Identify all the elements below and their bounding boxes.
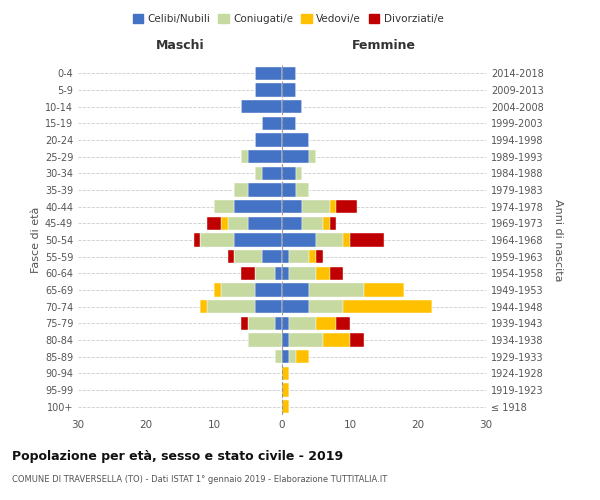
Bar: [289, 316, 316, 330]
Bar: [255, 84, 282, 96]
Bar: [343, 234, 350, 246]
Bar: [316, 316, 337, 330]
Bar: [316, 250, 323, 264]
Bar: [235, 234, 282, 246]
Bar: [296, 166, 302, 180]
Bar: [241, 150, 248, 164]
Bar: [309, 300, 343, 314]
Bar: [282, 250, 289, 264]
Bar: [343, 300, 431, 314]
Bar: [282, 316, 289, 330]
Bar: [282, 334, 289, 346]
Y-axis label: Anni di nascita: Anni di nascita: [553, 198, 563, 281]
Bar: [282, 284, 309, 296]
Bar: [282, 66, 296, 80]
Bar: [337, 316, 350, 330]
Bar: [221, 216, 227, 230]
Bar: [302, 216, 323, 230]
Bar: [275, 266, 282, 280]
Bar: [309, 250, 316, 264]
Bar: [296, 184, 309, 196]
Bar: [241, 266, 255, 280]
Bar: [255, 266, 275, 280]
Bar: [337, 200, 357, 213]
Bar: [289, 350, 296, 364]
Bar: [255, 284, 282, 296]
Bar: [241, 316, 248, 330]
Bar: [329, 200, 337, 213]
Bar: [248, 316, 275, 330]
Bar: [289, 250, 309, 264]
Bar: [282, 184, 296, 196]
Bar: [282, 166, 296, 180]
Text: Popolazione per età, sesso e stato civile - 2019: Popolazione per età, sesso e stato civil…: [12, 450, 343, 463]
Bar: [302, 200, 329, 213]
Bar: [241, 100, 282, 114]
Bar: [275, 316, 282, 330]
Bar: [329, 266, 343, 280]
Bar: [262, 250, 282, 264]
Bar: [282, 300, 309, 314]
Bar: [207, 216, 221, 230]
Text: COMUNE DI TRAVERSELLA (TO) - Dati ISTAT 1° gennaio 2019 - Elaborazione TUTTITALI: COMUNE DI TRAVERSELLA (TO) - Dati ISTAT …: [12, 475, 387, 484]
Bar: [262, 166, 282, 180]
Bar: [200, 234, 235, 246]
Y-axis label: Fasce di età: Fasce di età: [31, 207, 41, 273]
Bar: [248, 150, 282, 164]
Bar: [316, 266, 329, 280]
Bar: [194, 234, 200, 246]
Bar: [282, 84, 296, 96]
Bar: [214, 284, 221, 296]
Legend: Celibi/Nubili, Coniugati/e, Vedovi/e, Divorziati/e: Celibi/Nubili, Coniugati/e, Vedovi/e, Di…: [128, 10, 448, 29]
Bar: [235, 184, 248, 196]
Bar: [282, 350, 289, 364]
Bar: [323, 334, 350, 346]
Text: Femmine: Femmine: [352, 38, 416, 52]
Bar: [323, 216, 329, 230]
Bar: [289, 266, 316, 280]
Bar: [282, 134, 309, 146]
Bar: [221, 284, 255, 296]
Bar: [282, 150, 309, 164]
Bar: [255, 66, 282, 80]
Bar: [282, 234, 316, 246]
Bar: [316, 234, 343, 246]
Bar: [309, 284, 364, 296]
Bar: [350, 334, 364, 346]
Bar: [309, 150, 316, 164]
Bar: [227, 216, 248, 230]
Bar: [248, 216, 282, 230]
Bar: [282, 116, 296, 130]
Bar: [214, 200, 235, 213]
Bar: [329, 216, 337, 230]
Bar: [262, 116, 282, 130]
Bar: [282, 384, 289, 396]
Bar: [296, 350, 309, 364]
Bar: [255, 134, 282, 146]
Bar: [282, 100, 302, 114]
Bar: [227, 250, 235, 264]
Bar: [282, 200, 302, 213]
Bar: [255, 166, 262, 180]
Bar: [207, 300, 255, 314]
Text: Maschi: Maschi: [155, 38, 205, 52]
Bar: [200, 300, 207, 314]
Bar: [282, 216, 302, 230]
Bar: [350, 234, 384, 246]
Bar: [289, 334, 323, 346]
Bar: [282, 366, 289, 380]
Bar: [364, 284, 404, 296]
Bar: [282, 400, 289, 413]
Bar: [255, 300, 282, 314]
Bar: [235, 250, 262, 264]
Bar: [235, 200, 282, 213]
Bar: [248, 184, 282, 196]
Bar: [282, 266, 289, 280]
Bar: [248, 334, 282, 346]
Bar: [275, 350, 282, 364]
